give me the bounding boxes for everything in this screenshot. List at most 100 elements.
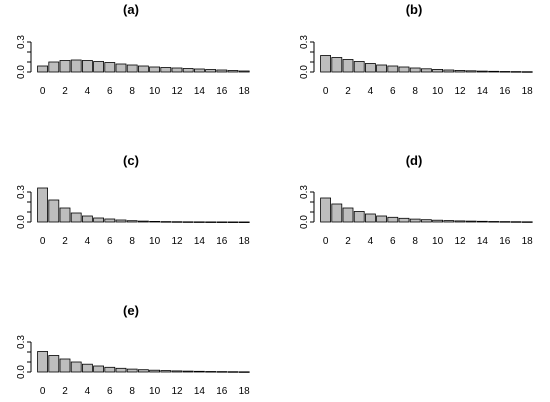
bar bbox=[93, 365, 104, 373]
x-tick-label: 0 bbox=[323, 236, 329, 247]
bar bbox=[443, 69, 455, 73]
x-tick-label: 6 bbox=[107, 86, 113, 97]
x-tick-label: 12 bbox=[171, 386, 183, 397]
x-tick-label: 8 bbox=[129, 386, 135, 397]
bar bbox=[521, 71, 533, 73]
bar bbox=[126, 64, 138, 73]
bar bbox=[364, 63, 376, 73]
bar bbox=[171, 370, 183, 373]
x-tick-label: 2 bbox=[62, 236, 68, 247]
bar bbox=[216, 371, 228, 373]
panel-title: (d) bbox=[406, 153, 423, 168]
bar bbox=[37, 65, 48, 73]
bar bbox=[387, 216, 399, 223]
bar bbox=[59, 60, 71, 73]
x-tick-label: 18 bbox=[239, 386, 251, 397]
bar bbox=[499, 221, 511, 223]
x-tick-label: 10 bbox=[149, 86, 161, 97]
panel-title: (e) bbox=[123, 303, 139, 318]
x-tick-label: 10 bbox=[149, 386, 161, 397]
bar bbox=[126, 220, 138, 223]
bar bbox=[193, 68, 205, 73]
x-tick-label: 10 bbox=[432, 86, 444, 97]
bar bbox=[93, 217, 104, 223]
bar bbox=[331, 57, 343, 73]
bar bbox=[238, 70, 250, 73]
bar bbox=[476, 220, 488, 223]
panel-title: (c) bbox=[123, 153, 139, 168]
bar bbox=[104, 218, 116, 223]
bar bbox=[521, 221, 533, 223]
y-tick-label: 0.3 bbox=[299, 185, 310, 199]
x-tick-label: 2 bbox=[62, 86, 68, 97]
bar bbox=[115, 219, 127, 223]
bar bbox=[160, 370, 172, 373]
bar bbox=[342, 59, 354, 73]
bar bbox=[48, 199, 60, 223]
bar bbox=[216, 69, 228, 73]
x-tick-label: 10 bbox=[432, 236, 444, 247]
x-tick-label: 14 bbox=[194, 386, 206, 397]
bar bbox=[59, 358, 71, 373]
y-tick-label: 0.3 bbox=[16, 35, 27, 49]
x-tick-label: 6 bbox=[390, 86, 396, 97]
bar bbox=[398, 217, 410, 223]
bar bbox=[364, 213, 376, 223]
x-tick-label: 10 bbox=[149, 236, 161, 247]
bar bbox=[104, 366, 116, 373]
x-tick-label: 0 bbox=[323, 86, 329, 97]
x-tick-label: 16 bbox=[216, 236, 228, 247]
bar bbox=[420, 219, 432, 223]
bar bbox=[59, 207, 71, 223]
y-tick-label: 0.3 bbox=[299, 35, 310, 49]
bar bbox=[510, 221, 522, 223]
bar bbox=[465, 220, 477, 223]
x-tick-label: 18 bbox=[239, 86, 251, 97]
x-tick-label: 12 bbox=[454, 236, 466, 247]
bar bbox=[353, 61, 365, 73]
bar bbox=[238, 221, 250, 223]
bar bbox=[82, 363, 93, 373]
bar bbox=[510, 71, 522, 73]
bar bbox=[454, 70, 466, 73]
bar bbox=[48, 355, 60, 373]
bar bbox=[37, 351, 48, 373]
bar bbox=[126, 368, 138, 373]
x-tick-label: 18 bbox=[522, 236, 534, 247]
bar bbox=[353, 211, 365, 223]
panel-b: (b) 0.0 0.3 0 2 4 6 8 10 12 14 16 18 bbox=[299, 2, 533, 97]
x-tick-label: 14 bbox=[477, 86, 489, 97]
bar bbox=[432, 219, 444, 223]
bar bbox=[320, 197, 332, 223]
x-tick-label: 0 bbox=[40, 86, 46, 97]
bar bbox=[454, 220, 466, 223]
x-tick-label: 2 bbox=[345, 236, 351, 247]
bar bbox=[376, 215, 388, 223]
bar bbox=[70, 59, 82, 73]
bar bbox=[331, 203, 343, 223]
bar bbox=[193, 370, 205, 373]
bar bbox=[420, 68, 432, 73]
bar bbox=[171, 67, 183, 73]
bar bbox=[137, 65, 149, 73]
bar bbox=[70, 361, 82, 373]
bar bbox=[376, 64, 388, 73]
bar bbox=[160, 67, 172, 73]
bar bbox=[227, 371, 239, 373]
bar bbox=[115, 367, 127, 373]
x-tick-label: 16 bbox=[499, 86, 511, 97]
x-tick-label: 4 bbox=[85, 236, 91, 247]
bar bbox=[104, 62, 116, 73]
panel-c: (c) 0.0 0.3 0 2 4 6 8 10 12 14 16 18 bbox=[16, 153, 250, 247]
x-tick-label: 18 bbox=[522, 86, 534, 97]
bar bbox=[387, 65, 399, 73]
bar bbox=[398, 66, 410, 73]
x-tick-label: 8 bbox=[129, 86, 135, 97]
bar bbox=[205, 69, 217, 73]
bar bbox=[499, 71, 511, 73]
bar bbox=[476, 70, 488, 73]
bar bbox=[227, 70, 239, 73]
bar bbox=[48, 61, 60, 73]
x-tick-label: 12 bbox=[454, 86, 466, 97]
